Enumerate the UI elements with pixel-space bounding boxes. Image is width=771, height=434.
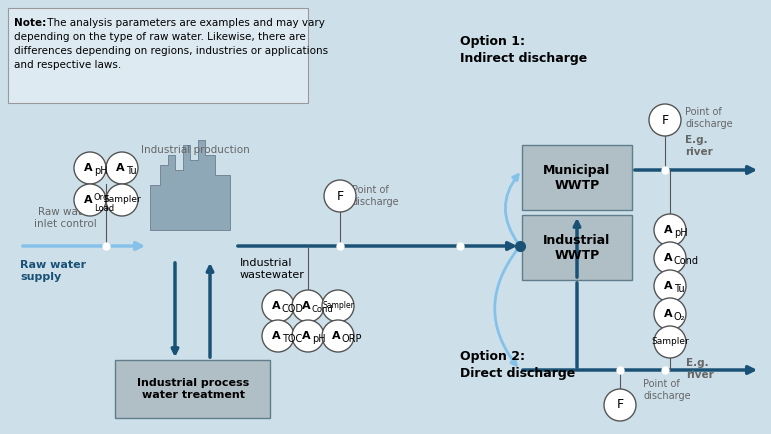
Text: Raw water
inlet control: Raw water inlet control [34,207,96,229]
Text: Point of
discharge: Point of discharge [352,185,399,207]
Text: Cond: Cond [312,305,334,313]
Circle shape [74,152,106,184]
Text: A: A [84,195,93,205]
Text: Note:: Note: [14,18,46,28]
Text: A: A [664,253,672,263]
Text: A: A [116,163,124,173]
Circle shape [324,180,356,212]
Text: Org.
Load: Org. Load [94,193,114,213]
Text: A: A [84,163,93,173]
Text: A: A [332,331,340,341]
Text: Cond: Cond [674,256,699,266]
Text: F: F [617,398,624,411]
Text: Raw water
supply: Raw water supply [20,260,86,282]
Text: differences depending on regions, industries or applications: differences depending on regions, indust… [14,46,328,56]
Circle shape [654,326,686,358]
Circle shape [654,242,686,274]
Text: Tu: Tu [126,166,136,176]
Text: A: A [271,301,281,311]
Text: Tu: Tu [674,284,685,294]
Text: E.g.
river: E.g. river [685,135,712,157]
Text: Sampler: Sampler [322,302,354,310]
Text: A: A [664,281,672,291]
Text: TOC: TOC [282,334,302,344]
Text: pH: pH [674,228,688,238]
Text: A: A [664,225,672,235]
Text: F: F [336,190,344,203]
Text: Option 2:: Option 2: [460,350,525,363]
Text: A: A [271,331,281,341]
Circle shape [74,184,106,216]
Text: Point of
discharge: Point of discharge [685,107,732,129]
Circle shape [292,320,324,352]
Text: pH: pH [94,166,108,176]
Text: The analysis parameters are examples and may vary: The analysis parameters are examples and… [44,18,325,28]
Text: Point of
discharge: Point of discharge [643,379,691,401]
Text: Industrial production: Industrial production [140,145,249,155]
Circle shape [654,214,686,246]
Text: depending on the type of raw water. Likewise, there are: depending on the type of raw water. Like… [14,32,306,42]
Text: Option 1:: Option 1: [460,35,525,48]
Text: and respective laws.: and respective laws. [14,60,121,70]
Circle shape [654,298,686,330]
Circle shape [322,290,354,322]
Text: Industrial
WWTP: Industrial WWTP [544,234,611,262]
Text: Direct discharge: Direct discharge [460,367,575,380]
FancyBboxPatch shape [522,145,632,210]
Text: A: A [301,331,310,341]
Text: Sampler: Sampler [651,338,689,346]
Circle shape [106,184,138,216]
Text: Municipal
WWTP: Municipal WWTP [544,164,611,192]
FancyBboxPatch shape [115,360,270,418]
Circle shape [292,290,324,322]
Circle shape [106,152,138,184]
Circle shape [654,270,686,302]
FancyBboxPatch shape [522,215,632,280]
Text: COD: COD [282,304,304,314]
Polygon shape [150,140,230,230]
Text: O₂: O₂ [674,312,685,322]
Text: Industrial process
water treatment: Industrial process water treatment [137,378,249,400]
Text: pH: pH [312,334,325,344]
Text: A: A [301,301,310,311]
FancyBboxPatch shape [8,8,308,103]
Circle shape [322,320,354,352]
Text: Indirect discharge: Indirect discharge [460,52,588,65]
Text: Industrial
wastewater: Industrial wastewater [240,258,305,279]
Circle shape [262,320,294,352]
Text: E.g.
river: E.g. river [686,358,714,380]
Circle shape [262,290,294,322]
Circle shape [649,104,681,136]
Circle shape [604,389,636,421]
Text: Sampler: Sampler [103,195,141,204]
Text: A: A [664,309,672,319]
Text: ORP: ORP [342,334,362,344]
Text: F: F [662,114,668,126]
